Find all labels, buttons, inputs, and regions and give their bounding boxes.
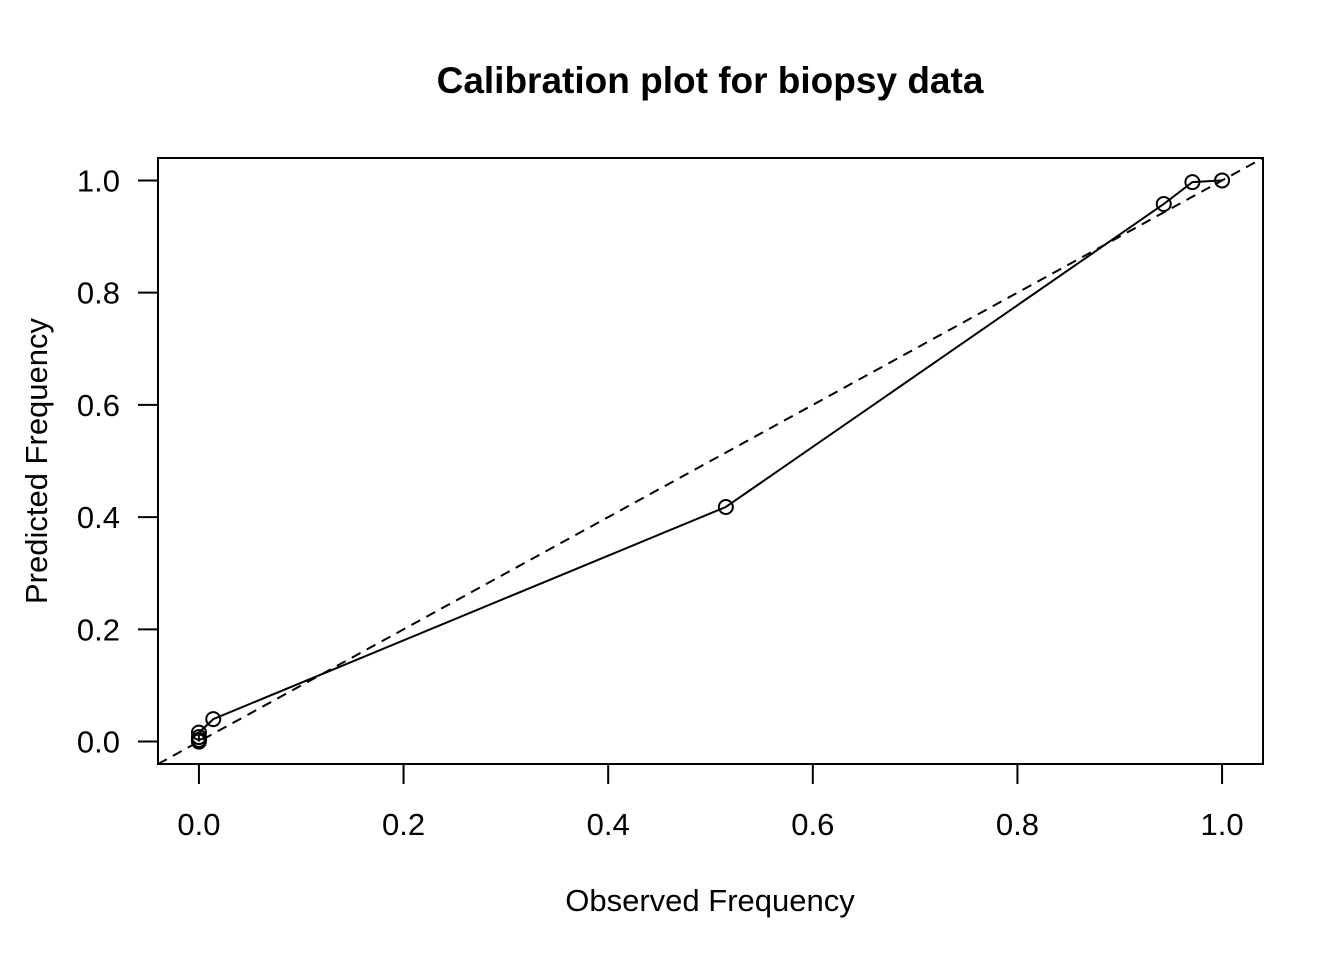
y-tick-label: 0.0 — [77, 725, 120, 760]
reference-diagonal-line — [158, 158, 1263, 764]
plot-frame — [157, 157, 1264, 765]
y-tick-label: 0.8 — [77, 276, 120, 311]
x-tick-label: 1.0 — [1201, 807, 1244, 842]
calibration-point — [190, 724, 207, 741]
y-tick-label: 0.6 — [77, 388, 120, 423]
calibration-point — [205, 711, 222, 728]
calibration-point — [190, 729, 207, 746]
calibration-point — [1184, 174, 1201, 191]
x-tick-label: 0.4 — [587, 807, 630, 842]
y-tick-label: 1.0 — [77, 163, 120, 198]
plot-area: 0.0 0.2 0.4 0.6 0.8 1.0 0.0 0.2 0.4 0.6 0.8 1.0 — [77, 157, 1264, 842]
x-axis-label: Observed Frequency — [565, 883, 855, 918]
y-tick-label: 0.4 — [77, 500, 120, 535]
x-tick-label: 0.2 — [382, 807, 425, 842]
x-tick-label: 0.0 — [177, 807, 220, 842]
calibration-point — [717, 499, 734, 516]
calibration-point — [1214, 172, 1231, 189]
y-tick-label: 0.2 — [77, 612, 120, 647]
x-tick-label: 0.8 — [996, 807, 1039, 842]
chart-title: Calibration plot for biopsy data — [437, 60, 984, 101]
x-tick-label: 0.6 — [791, 807, 834, 842]
y-axis-label: Predicted Frequency — [19, 317, 54, 604]
calibration-point — [1155, 196, 1172, 213]
